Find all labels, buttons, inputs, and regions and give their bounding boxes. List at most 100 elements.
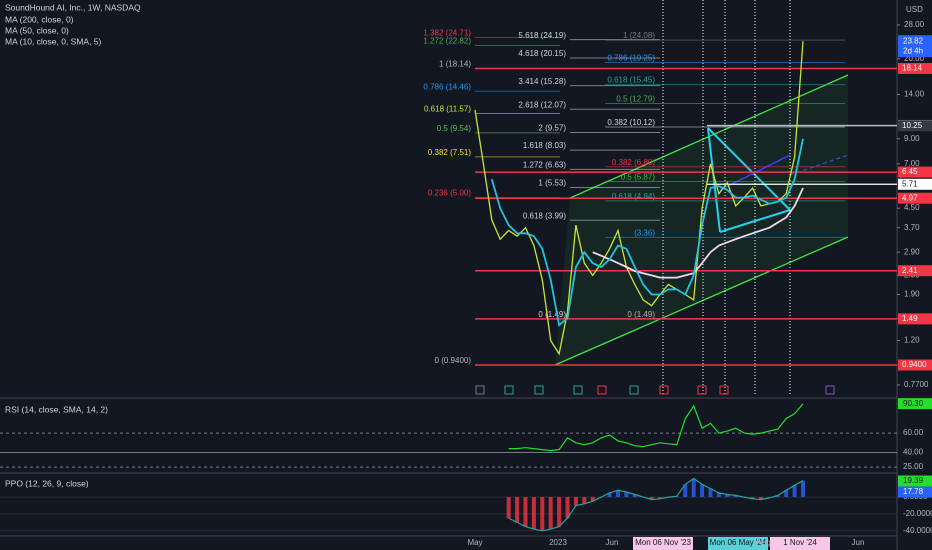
price-level-box	[898, 265, 932, 277]
time-label: Mon 06 Nov '23	[635, 538, 691, 547]
last-price-box	[898, 35, 932, 58]
time-label: 2023	[549, 538, 567, 547]
chart-title: SoundHound AI, Inc., 1W, NASDAQ	[5, 2, 141, 12]
ppo-bar	[540, 497, 545, 531]
fib-label: 0.618 (11.57)	[424, 105, 471, 114]
price-line	[474, 41, 804, 356]
price-level-label: 2.41	[902, 266, 918, 275]
ppo-title: PPO (12, 26, 9, close)	[5, 478, 89, 488]
price-level-label: 4.97	[902, 193, 918, 202]
event-icons	[475, 385, 835, 395]
indicator-label: MA (50, close, 0)	[5, 25, 69, 35]
price-level-label: 6.45	[902, 167, 918, 176]
ppo-bar	[506, 497, 511, 519]
ppo-bar	[658, 497, 663, 499]
ppo-bar	[691, 478, 696, 498]
y-tick-label: 9.00	[904, 134, 920, 143]
fib-label: 1 (24.08)	[623, 31, 655, 40]
fib-label: 2.618 (12.07)	[518, 100, 566, 109]
ppo-bar	[632, 494, 637, 498]
ppo-last-box	[898, 486, 932, 498]
time-label: Jun	[606, 538, 619, 547]
y-tick-label: 0.7700	[904, 380, 929, 389]
ppo-bar	[531, 497, 536, 530]
ppo-bar	[523, 497, 528, 527]
fib-label: 0.5 (12.79)	[616, 95, 655, 104]
last-price-label: 23.82	[903, 36, 924, 45]
ppo-bar	[733, 495, 738, 498]
ppo-bar	[683, 484, 688, 498]
fib-label: 0.618 (15.45)	[607, 76, 655, 85]
time-label: 1 Nov '24	[783, 538, 817, 547]
fib-label: 1 (18.14)	[439, 60, 471, 69]
time-label-box	[633, 537, 693, 550]
price-level-box	[898, 178, 932, 190]
rsi-last-label: 90.30	[903, 399, 924, 408]
y-tick-label: 2.90	[904, 247, 920, 256]
ppo-bar	[792, 485, 797, 498]
ppo-bar	[615, 490, 620, 498]
ppo-last-box	[898, 475, 932, 487]
ppo-bar	[775, 495, 780, 498]
ppo-bar	[801, 480, 805, 498]
fib-label: 3.414 (15.28)	[518, 77, 566, 86]
rsi-last-box	[898, 398, 932, 410]
price-level-box	[898, 313, 932, 325]
ppo-bar	[725, 494, 730, 498]
ppo-bar	[590, 497, 595, 502]
price-level-label: 1.49	[902, 314, 918, 323]
y-tick-label: 14.00	[904, 90, 925, 99]
ppo-bar	[716, 492, 721, 498]
ppo-bar	[607, 492, 612, 498]
fib-label: 0.382 (7.51)	[428, 148, 471, 157]
ppo-bar	[708, 488, 713, 498]
ppo-bar	[557, 497, 562, 527]
price-level-label: 5.71	[902, 179, 918, 188]
time-label: May	[467, 538, 482, 547]
triangle-line	[707, 127, 791, 211]
price-level-box	[898, 192, 932, 204]
time-label: Mon 06 May '24	[710, 538, 767, 547]
y-tick-label: 7.00	[904, 159, 920, 168]
y-tick-label: 20.00	[904, 54, 925, 63]
fib-label: 1.618 (8.03)	[523, 141, 566, 150]
fib-label: 0.382 (10.12)	[607, 118, 655, 127]
y-tick-label: 28.00	[904, 20, 925, 29]
price-level-box	[898, 62, 932, 74]
price-level-box	[898, 120, 932, 132]
price-level-label: 18.14	[902, 64, 923, 73]
fib-label: 1.272 (6.63)	[523, 160, 566, 169]
ppo-bar	[784, 490, 789, 498]
indicator-label: MA (10, close, 0, SMA, 5)	[5, 36, 102, 46]
fib-label: 1 (5.53)	[538, 179, 566, 188]
fib-label: 0 (0.9400)	[435, 356, 472, 365]
fib-label: 0 (1.49)	[627, 310, 655, 319]
rsi-title: RSI (14, close, SMA, 14, 2)	[5, 404, 108, 414]
fib-label: 1.272 (22.82)	[423, 37, 471, 46]
channel-line	[554, 236, 849, 366]
fib-label: (3.36)	[634, 229, 655, 238]
indicator-label: MA (200, close, 0)	[5, 14, 74, 24]
price-level-label: 0.9400	[902, 360, 927, 369]
price-line	[592, 187, 804, 279]
fib-label: 0.5 (5.87)	[621, 173, 656, 182]
fib-label: 4.618 (20.15)	[518, 49, 566, 58]
fib-label: 0 (1.49)	[538, 310, 566, 319]
price-level-box	[898, 166, 932, 178]
ppo-bar	[700, 484, 705, 498]
ppo-last-label: 19.39	[903, 476, 924, 485]
ppo-bar	[624, 492, 629, 498]
rsi-line	[508, 403, 804, 452]
fib-label: 0.618 (3.99)	[523, 211, 566, 220]
ppo-bar	[573, 497, 578, 506]
time-label-box	[770, 537, 830, 550]
y-tick-label: -40.0000	[903, 526, 932, 535]
fib-label: 0.786 (19.25)	[607, 54, 655, 63]
y-tick-label: 3.70	[904, 223, 920, 232]
y-tick-label: 60.00	[903, 428, 924, 437]
ppo-bar	[565, 497, 570, 519]
fib-label: 0.382 (6.80)	[612, 158, 655, 167]
ppo-bar	[649, 497, 654, 500]
